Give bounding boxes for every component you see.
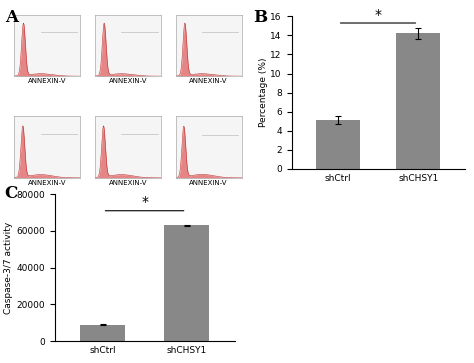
X-axis label: ANNEXIN-V: ANNEXIN-V xyxy=(109,180,147,186)
Text: A: A xyxy=(5,9,18,26)
Y-axis label: Percentage (%): Percentage (%) xyxy=(258,58,267,127)
Text: B: B xyxy=(254,9,268,26)
Bar xyxy=(316,120,360,169)
Bar xyxy=(164,225,210,341)
Text: *: * xyxy=(374,8,382,21)
Text: *: * xyxy=(141,195,148,209)
Bar xyxy=(396,33,440,169)
Bar xyxy=(80,325,125,341)
Y-axis label: Caspase-3/7 activity: Caspase-3/7 activity xyxy=(4,221,13,314)
X-axis label: ANNEXIN-V: ANNEXIN-V xyxy=(190,180,228,186)
X-axis label: ANNEXIN-V: ANNEXIN-V xyxy=(109,78,147,84)
Text: C: C xyxy=(5,185,18,202)
X-axis label: ANNEXIN-V: ANNEXIN-V xyxy=(28,180,66,186)
X-axis label: ANNEXIN-V: ANNEXIN-V xyxy=(28,78,66,84)
X-axis label: ANNEXIN-V: ANNEXIN-V xyxy=(190,78,228,84)
